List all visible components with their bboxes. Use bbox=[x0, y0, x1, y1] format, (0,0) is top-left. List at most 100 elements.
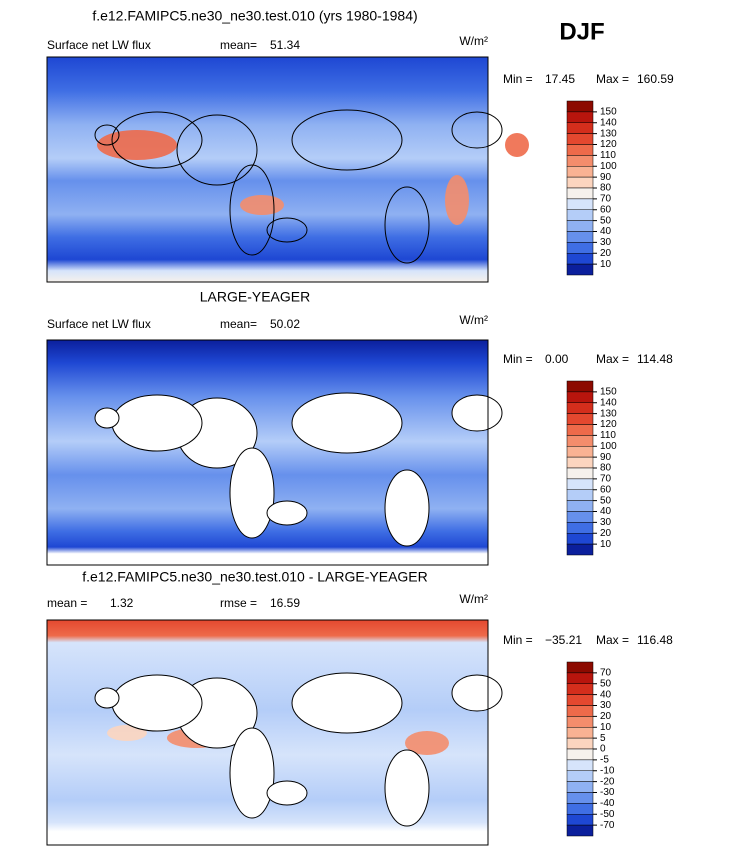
colorbar-label: 80 bbox=[600, 463, 612, 474]
min-label: Min = bbox=[503, 352, 533, 366]
colorbar-label: 70 bbox=[600, 194, 612, 205]
continent bbox=[451, 674, 503, 712]
colorbar-box bbox=[566, 672, 594, 684]
colorbar-box bbox=[566, 231, 594, 243]
colorbar-box bbox=[566, 253, 594, 265]
colorbar-box bbox=[566, 533, 594, 545]
map-frame bbox=[46, 619, 489, 846]
colorbar-box bbox=[566, 435, 594, 447]
panel-title: LARGE-YEAGER bbox=[200, 289, 310, 305]
colorbar-label: 30 bbox=[600, 700, 612, 711]
colorbar-label: 60 bbox=[600, 484, 612, 495]
colorbar-box bbox=[566, 814, 594, 826]
colorbar-label: 120 bbox=[600, 419, 617, 430]
colorbar-label: 100 bbox=[600, 161, 617, 172]
colorbar-box bbox=[566, 770, 594, 782]
continent bbox=[111, 111, 203, 169]
colorbar-box bbox=[566, 198, 594, 210]
max-value: 114.48 bbox=[637, 352, 673, 366]
continent bbox=[384, 186, 430, 264]
colorbar-label: 40 bbox=[600, 506, 612, 517]
panel-title: f.e12.FAMIPC5.ne30_ne30.test.010 (yrs 19… bbox=[92, 8, 417, 24]
colorbar-box bbox=[566, 500, 594, 512]
colorbar-box bbox=[566, 263, 594, 276]
max-label: Max = bbox=[596, 352, 629, 366]
colorbar-box bbox=[566, 694, 594, 706]
continent bbox=[111, 394, 203, 452]
colorbar-label: 20 bbox=[600, 711, 612, 722]
map-frame bbox=[46, 339, 489, 566]
units: W/m² bbox=[459, 34, 488, 48]
colorbar-box bbox=[566, 759, 594, 771]
colorbar-box bbox=[566, 100, 594, 113]
continent bbox=[229, 447, 275, 539]
colorbar-box bbox=[566, 803, 594, 815]
continent bbox=[384, 469, 430, 547]
continent bbox=[229, 727, 275, 819]
colorbar-label: 130 bbox=[600, 128, 617, 139]
continent bbox=[266, 780, 308, 806]
colorbar-box bbox=[566, 242, 594, 254]
stat-value: 51.34 bbox=[270, 38, 300, 52]
colorbar-label: 40 bbox=[600, 226, 612, 237]
colorbar-box bbox=[566, 781, 594, 793]
max-label: Max = bbox=[596, 633, 629, 647]
colorbar-box bbox=[566, 187, 594, 200]
colorbar-label: 10 bbox=[600, 539, 612, 550]
continent bbox=[384, 749, 430, 827]
continent bbox=[94, 124, 120, 146]
colorbar-box bbox=[566, 220, 594, 232]
colorbar-label: 50 bbox=[600, 678, 612, 689]
colorbar-label: -10 bbox=[600, 765, 615, 776]
colorbar-box bbox=[566, 661, 594, 674]
colorbar-box bbox=[566, 489, 594, 501]
left-label: Surface net LW flux bbox=[47, 317, 151, 331]
colorbar-label: -20 bbox=[600, 776, 615, 787]
min-value: −35.21 bbox=[545, 633, 582, 647]
colorbar-box bbox=[566, 478, 594, 490]
colorbar-label: 120 bbox=[600, 139, 617, 150]
colorbar-box bbox=[566, 209, 594, 221]
colorbar-label: 150 bbox=[600, 107, 617, 118]
colorbar-box bbox=[566, 456, 594, 469]
colorbar-label: 80 bbox=[600, 183, 612, 194]
season: DJF bbox=[559, 18, 604, 45]
colorbar-label: 110 bbox=[600, 430, 616, 441]
colorbar-label: -5 bbox=[600, 755, 609, 766]
continent bbox=[176, 114, 258, 186]
panel-title: f.e12.FAMIPC5.ne30_ne30.test.010 - LARGE… bbox=[82, 569, 428, 585]
colorbar-label: -30 bbox=[600, 787, 615, 798]
stat-value: 50.02 bbox=[270, 317, 300, 331]
colorbar-box bbox=[566, 144, 594, 156]
continent bbox=[94, 407, 120, 429]
colorbar-box bbox=[566, 166, 594, 178]
anomaly bbox=[107, 725, 147, 741]
stat-value: 16.59 bbox=[270, 596, 300, 610]
colorbar-box bbox=[566, 133, 594, 145]
stat-label: mean= bbox=[220, 38, 257, 52]
colorbar-box bbox=[566, 467, 594, 480]
min-label: Min = bbox=[503, 72, 533, 86]
colorbar-label: 140 bbox=[600, 397, 617, 408]
colorbar-box bbox=[566, 522, 594, 534]
colorbar-label: 50 bbox=[600, 215, 612, 226]
continent bbox=[451, 394, 503, 432]
left-label: Surface net LW flux bbox=[47, 38, 151, 52]
min-value: 17.45 bbox=[545, 72, 575, 86]
colorbar-box bbox=[566, 543, 594, 556]
colorbar-box bbox=[566, 176, 594, 189]
colorbar-label: -70 bbox=[600, 820, 615, 831]
map bbox=[46, 339, 503, 566]
colorbar-box bbox=[566, 424, 594, 436]
colorbar-label: 0 bbox=[600, 744, 606, 755]
colorbar-label: -50 bbox=[600, 809, 615, 820]
map-frame bbox=[46, 56, 489, 283]
colorbar-box bbox=[566, 122, 594, 134]
colorbar-label: 90 bbox=[600, 452, 612, 463]
colorbar-label: -40 bbox=[600, 798, 615, 809]
continent bbox=[291, 109, 403, 171]
colorbar-label: 30 bbox=[600, 237, 612, 248]
colorbar-box bbox=[566, 792, 594, 804]
colorbar-label: 70 bbox=[600, 474, 612, 485]
left-label: mean = bbox=[47, 596, 87, 610]
